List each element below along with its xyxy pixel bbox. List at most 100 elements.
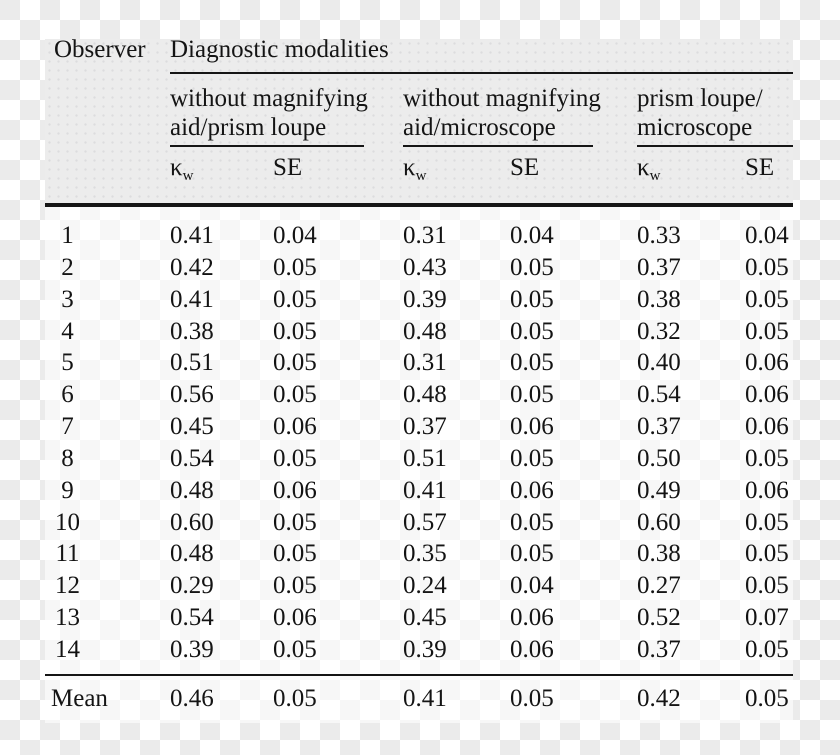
se-cell: 0.05 [273, 253, 317, 281]
kappa-cell: 0.37 [637, 253, 681, 281]
se-cell: 0.05 [510, 685, 554, 712]
kappa-cell: 0.48 [170, 476, 214, 504]
kappa-cell: 0.33 [637, 222, 681, 249]
kappa-cell: 0.56 [170, 381, 214, 409]
kappa-cell: 0.35 [403, 540, 447, 568]
kappa-subscript: w [415, 168, 427, 184]
se-cell: 0.05 [273, 635, 317, 663]
se-cell: 0.04 [273, 222, 317, 249]
observer-cell: 10 [55, 508, 80, 536]
se-cell: 0.06 [510, 413, 554, 441]
table-row: 5 0.51 0.05 0.31 0.05 0.40 0.06 [45, 347, 793, 379]
observer-cell: 6 [61, 381, 74, 409]
kappa-cell: 0.37 [637, 635, 681, 663]
kappa-subscript: w [649, 168, 661, 184]
observer-cell: 7 [61, 413, 74, 441]
kappa-cell: 0.54 [170, 444, 214, 472]
group-header-line1: prism loupe/ [637, 85, 763, 112]
table-row: 6 0.56 0.05 0.48 0.05 0.54 0.06 [45, 379, 793, 411]
mean-separator-rule [45, 674, 793, 676]
se-cell: 0.05 [273, 285, 317, 313]
se-cell: 0.05 [273, 444, 317, 472]
se-cell: 0.05 [273, 508, 317, 536]
se-cell: 0.05 [745, 317, 789, 345]
kappa-cell: 0.43 [403, 253, 447, 281]
kappa-cell: 0.41 [170, 285, 214, 313]
se-cell: 0.06 [745, 476, 789, 504]
table-row: 7 0.45 0.06 0.37 0.06 0.37 0.06 [45, 411, 793, 443]
group-underline-2 [403, 145, 593, 147]
se-cell: 0.05 [510, 508, 554, 536]
se-cell: 0.05 [745, 444, 789, 472]
table-header-panel [45, 39, 793, 203]
kappa-header-2: κw [403, 154, 427, 184]
se-cell: 0.05 [745, 685, 789, 712]
se-cell: 0.05 [273, 349, 317, 377]
se-cell: 0.05 [745, 508, 789, 536]
observer-cell: 14 [55, 635, 80, 663]
group-header-line1: without magnifying [170, 85, 368, 112]
se-cell: 0.06 [745, 349, 789, 377]
kappa-cell: 0.31 [403, 222, 447, 249]
se-cell: 0.05 [510, 253, 554, 281]
table-row: 12 0.29 0.05 0.24 0.04 0.27 0.05 [45, 570, 793, 602]
se-cell: 0.06 [273, 413, 317, 441]
kappa-cell: 0.57 [403, 508, 447, 536]
modalities-underline [170, 72, 793, 74]
observer-cell: 3 [61, 285, 74, 313]
observer-cell: 9 [61, 476, 74, 504]
table-row: 8 0.54 0.05 0.51 0.05 0.50 0.05 [45, 443, 793, 475]
se-cell: 0.05 [273, 381, 317, 409]
table-body-rows: 1 0.41 0.04 0.31 0.04 0.33 0.04 2 0.42 0.05 0.43 0.… [45, 220, 793, 666]
se-cell: 0.05 [273, 540, 317, 568]
table-row: 11 0.48 0.05 0.35 0.05 0.38 0.05 [45, 538, 793, 570]
kappa-header-1: κw [170, 154, 194, 184]
se-cell: 0.04 [510, 222, 554, 249]
observer-cell: 2 [61, 253, 74, 281]
table-row: 9 0.48 0.06 0.41 0.06 0.49 0.06 [45, 475, 793, 507]
observer-cell: 12 [55, 572, 80, 600]
kappa-cell: 0.38 [637, 285, 681, 313]
observer-cell: 4 [61, 317, 74, 345]
kappa-cell: 0.54 [637, 381, 681, 409]
table-row: 4 0.38 0.05 0.48 0.05 0.32 0.05 [45, 316, 793, 348]
se-cell: 0.06 [745, 381, 789, 409]
kappa-cell: 0.38 [170, 317, 214, 345]
se-cell: 0.06 [510, 476, 554, 504]
group-header-prism-loupe-microscope: prism loupe/ microscope [637, 85, 763, 142]
se-cell: 0.05 [745, 540, 789, 568]
table-row: 14 0.39 0.05 0.39 0.06 0.37 0.05 [45, 634, 793, 666]
kappa-cell: 0.29 [170, 572, 214, 600]
table-body-panel [45, 206, 793, 723]
se-cell: 0.06 [273, 604, 317, 632]
table-row: 10 0.60 0.05 0.57 0.05 0.60 0.05 [45, 507, 793, 539]
kappa-cell: 0.24 [403, 572, 447, 600]
se-cell: 0.05 [273, 685, 317, 712]
kappa-header-3: κw [637, 154, 661, 184]
table-row: 3 0.41 0.05 0.39 0.05 0.38 0.05 [45, 284, 793, 316]
group-header-line1: without magnifying [403, 85, 601, 112]
table-row: 1 0.41 0.04 0.31 0.04 0.33 0.04 [45, 220, 793, 252]
se-cell: 0.05 [745, 635, 789, 663]
observer-cell: 13 [55, 604, 80, 632]
kappa-subscript: w [182, 168, 194, 184]
kappa-cell: 0.51 [170, 349, 214, 377]
kappa-cell: 0.38 [637, 540, 681, 568]
kappa-cell: 0.48 [403, 317, 447, 345]
kappa-cell: 0.49 [637, 476, 681, 504]
se-cell: 0.07 [745, 604, 789, 632]
se-cell: 0.04 [745, 222, 789, 249]
kappa-cell: 0.42 [170, 253, 214, 281]
kappa-cell: 0.31 [403, 349, 447, 377]
se-cell: 0.06 [273, 476, 317, 504]
se-cell: 0.05 [745, 253, 789, 281]
kappa-cell: 0.37 [403, 413, 447, 441]
group-header-line2: microscope [637, 113, 753, 141]
mean-row: Mean 0.46 0.05 0.41 0.05 0.42 0.05 [45, 683, 793, 715]
kappa-cell: 0.39 [170, 635, 214, 663]
observer-cell: 1 [61, 222, 74, 249]
group-header-no-aid-prism-loupe: without magnifying aid/prism loupe [170, 85, 368, 142]
se-cell: 0.05 [745, 572, 789, 600]
se-cell: 0.06 [510, 635, 554, 663]
